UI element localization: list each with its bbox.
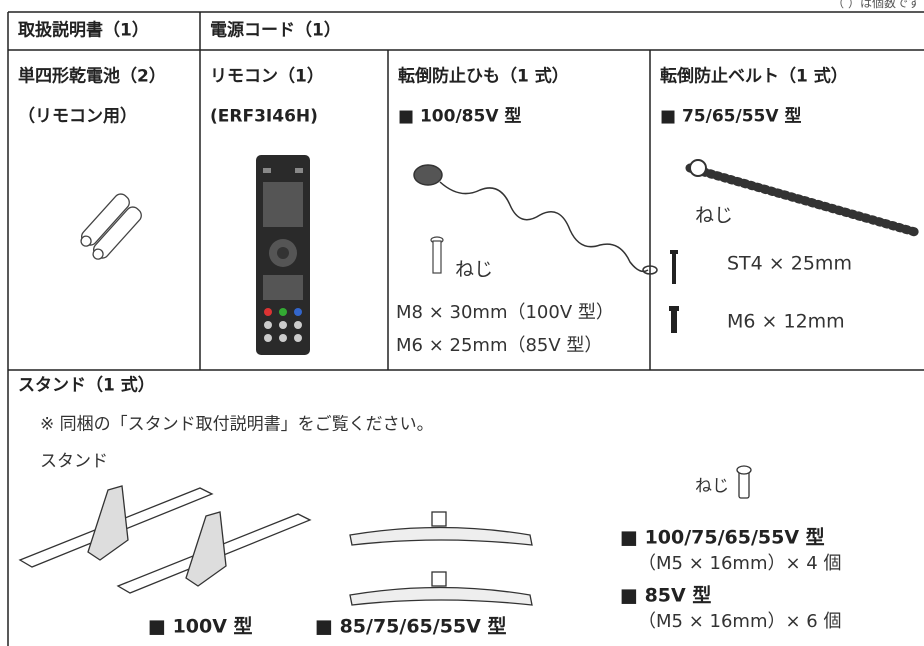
screw-icon	[430, 236, 444, 274]
battery-icon	[80, 193, 142, 260]
screw-spec: （M5 × 16mm）× 6 個	[638, 611, 842, 632]
screw-label: ねじ	[455, 258, 494, 281]
screw-spec: （M5 × 16mm）× 4 個	[638, 553, 842, 574]
item-subtitle: ■ 75/65/55V 型	[660, 106, 802, 127]
note: （ ）は個数です	[832, 0, 920, 10]
cell-text: 取扱説明書（1）	[18, 20, 149, 41]
item-title: 転倒防止ひも（1 式）	[398, 66, 569, 87]
spec: M8 × 30mm（100V 型）	[396, 302, 614, 323]
spec: M6 × 12mm	[727, 310, 845, 333]
item-subtitle: ■ 100/85V 型	[398, 106, 522, 127]
spec: ST4 × 25mm	[727, 252, 852, 275]
screw-label: ねじ	[695, 204, 734, 227]
screw-label: ねじ	[695, 476, 729, 497]
stand-label: スタンド	[40, 451, 108, 472]
cell-text: 電源コード（1）	[210, 20, 341, 41]
stand-title: スタンド（1 式）	[18, 375, 155, 396]
stand-type: ■ 100V 型	[148, 615, 253, 638]
table-grid	[7, 11, 924, 646]
spec: M6 × 25mm（85V 型）	[396, 335, 603, 356]
item-title: リモコン（1）	[210, 66, 324, 87]
remote-icon	[256, 155, 310, 355]
item-subtitle: (ERF3I46H)	[210, 106, 318, 127]
stand-note: ※ 同梱の「スタンド取付説明書」をご覧ください。	[40, 414, 434, 435]
stand-icon	[18, 465, 752, 606]
belt-icon	[669, 159, 920, 333]
item-title: 転倒防止ベルト（1 式）	[660, 66, 848, 87]
item-subtitle: （リモコン用）	[18, 106, 137, 127]
item-title: 単四形乾電池（2）	[18, 66, 166, 87]
screw-model: ■ 100/75/65/55V 型	[620, 526, 825, 549]
stand-type: ■ 85/75/65/55V 型	[315, 615, 507, 638]
screw-model: ■ 85V 型	[620, 584, 712, 607]
cable-icon	[413, 164, 658, 275]
